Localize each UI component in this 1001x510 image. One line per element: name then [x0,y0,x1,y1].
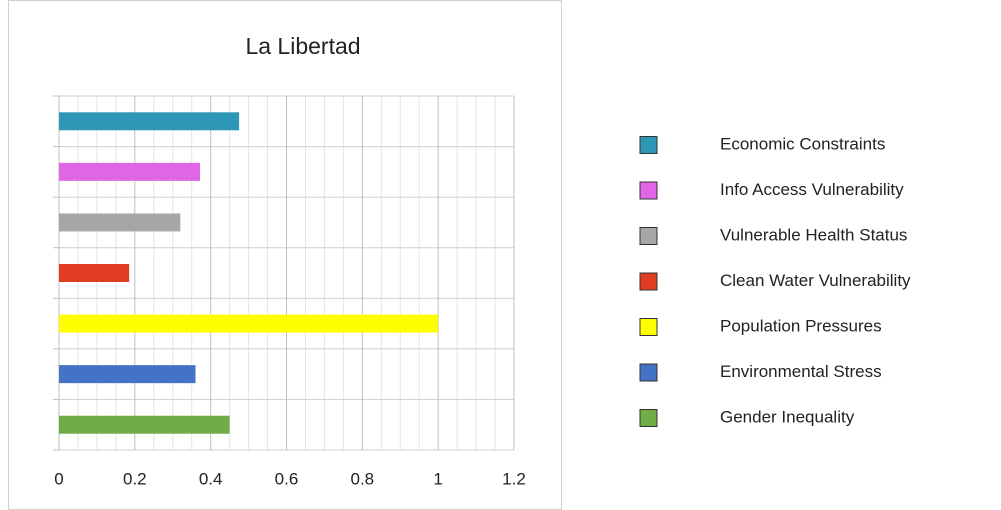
legend-label: Gender Inequality [720,407,855,426]
legend-label: Vulnerable Health Status [720,225,907,244]
x-tick-label: 0 [54,469,63,488]
legend-label: Population Pressures [720,316,882,335]
x-tick-label: 0.8 [351,469,375,488]
legend-label: Info Access Vulnerability [720,180,904,199]
x-tick-label: 1.2 [502,469,526,488]
bar [59,415,230,434]
bar [59,264,130,282]
bar [59,365,196,384]
legend-swatch [639,136,658,154]
legend-swatch [639,181,658,200]
legend-label: Environmental Stress [720,362,882,381]
bar [59,213,181,232]
legend-swatch [639,227,658,245]
x-tick-label: 0.2 [123,469,147,488]
legend-swatch [639,363,658,382]
x-tick-label: 0.4 [199,469,223,488]
legend-swatch [639,272,658,291]
legend-swatch [639,318,658,336]
bar [59,314,439,333]
legend-label: Economic Constraints [720,134,885,153]
legend-swatch [639,409,658,427]
bar [59,112,240,131]
chart-title: La Libertad [245,33,360,59]
x-tick-label: 1 [433,469,442,488]
x-tick-label: 0.6 [275,469,299,488]
bar [59,162,201,181]
legend-label: Clean Water Vulnerability [720,271,911,290]
